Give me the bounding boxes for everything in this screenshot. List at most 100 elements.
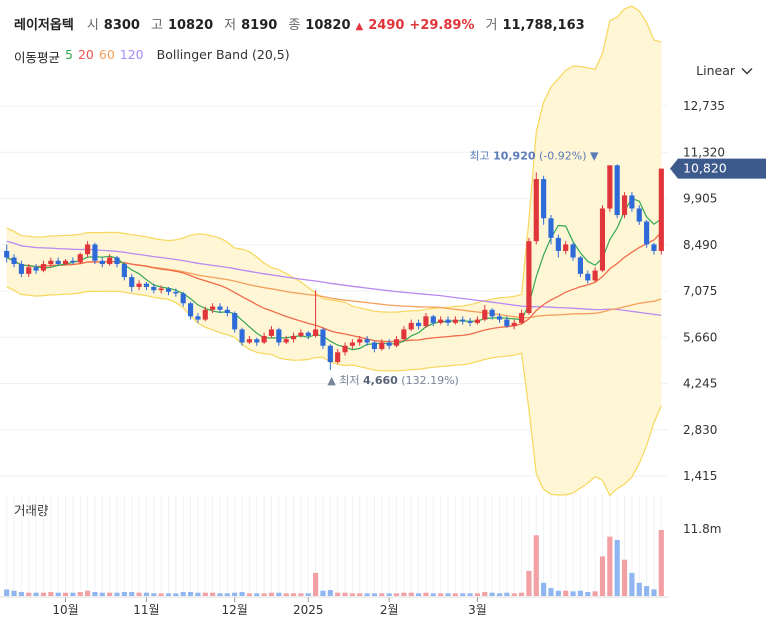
candle-body[interactable] [438, 319, 444, 323]
candle-body[interactable] [349, 342, 355, 346]
volume-bar[interactable] [48, 592, 54, 596]
volume-bar[interactable] [482, 592, 488, 596]
candle-body[interactable] [114, 257, 120, 265]
candle-body[interactable] [658, 168, 664, 251]
volume-bar[interactable] [210, 592, 216, 596]
candle-body[interactable] [401, 329, 407, 340]
candle-body[interactable] [77, 254, 83, 263]
candle-body[interactable] [4, 250, 10, 258]
candle-body[interactable] [408, 322, 414, 330]
candle-body[interactable] [651, 244, 657, 251]
volume-bar[interactable] [592, 591, 598, 596]
candle-body[interactable] [548, 218, 554, 238]
volume-bar[interactable] [114, 592, 120, 596]
volume-bar[interactable] [393, 593, 400, 596]
candle-body[interactable] [107, 257, 113, 265]
candle-body[interactable] [570, 244, 576, 258]
volume-bar[interactable] [563, 590, 569, 596]
candle-body[interactable] [313, 329, 319, 336]
candle-body[interactable] [364, 339, 370, 343]
candle-body[interactable] [195, 316, 201, 320]
candle-body[interactable] [526, 241, 532, 314]
candle-body[interactable] [48, 260, 54, 265]
candle-body[interactable] [482, 309, 488, 320]
volume-bar[interactable] [224, 593, 230, 596]
candle-body[interactable] [511, 322, 517, 327]
volume-bar[interactable] [371, 593, 378, 596]
candle-body[interactable] [474, 319, 481, 323]
volume-bar[interactable] [452, 593, 458, 596]
volume-bar[interactable] [533, 535, 539, 596]
volume-bar[interactable] [658, 530, 664, 596]
volume-bar[interactable] [555, 590, 561, 596]
volume-bar[interactable] [496, 593, 503, 596]
candle-body[interactable] [599, 208, 606, 271]
volume-bar[interactable] [460, 593, 466, 596]
candle-body[interactable] [239, 329, 245, 343]
volume-bar[interactable] [195, 592, 201, 596]
candle-body[interactable] [210, 306, 216, 310]
volume-bar[interactable] [305, 593, 311, 596]
volume-bar[interactable] [92, 592, 98, 596]
volume-bar[interactable] [62, 592, 69, 596]
volume-bar[interactable] [629, 572, 635, 596]
candle-body[interactable] [246, 339, 252, 343]
candle-body[interactable] [268, 329, 275, 336]
candle-body[interactable] [452, 319, 458, 323]
candle-body[interactable] [18, 264, 24, 274]
volume-bar[interactable] [40, 592, 47, 596]
volume-bar[interactable] [438, 593, 444, 596]
volume-bar[interactable] [445, 593, 451, 596]
volume-bar[interactable] [401, 592, 407, 596]
candle-body[interactable] [607, 165, 613, 209]
candle-body[interactable] [92, 244, 98, 261]
candle-body[interactable] [261, 335, 267, 343]
volume-bar[interactable] [129, 592, 135, 596]
candle-body[interactable] [187, 303, 194, 317]
candle-body[interactable] [151, 286, 157, 291]
candle-body[interactable] [290, 335, 297, 340]
candle-body[interactable] [85, 244, 91, 255]
candle-body[interactable] [33, 267, 39, 271]
candle-body[interactable] [467, 321, 473, 323]
volume-bar[interactable] [526, 570, 532, 596]
candle-body[interactable] [136, 283, 142, 287]
volume-bar[interactable] [541, 582, 547, 596]
candle-body[interactable] [386, 342, 392, 346]
volume-bar[interactable] [349, 593, 355, 596]
candle-body[interactable] [592, 270, 598, 281]
candle-body[interactable] [577, 257, 583, 274]
volume-bar[interactable] [408, 592, 414, 596]
volume-bar[interactable] [261, 593, 267, 596]
volume-bar[interactable] [614, 539, 620, 596]
candle-body[interactable] [320, 329, 326, 346]
scale-dropdown[interactable]: Linear [696, 63, 753, 78]
volume-bar[interactable] [173, 593, 179, 596]
candle-body[interactable] [371, 342, 378, 350]
volume-bar[interactable] [239, 592, 245, 596]
volume-bar[interactable] [504, 592, 510, 596]
candle-body[interactable] [129, 277, 135, 287]
candle-body[interactable] [26, 267, 32, 274]
candle-body[interactable] [636, 208, 642, 222]
volume-bar[interactable] [276, 592, 282, 596]
candle-body[interactable] [533, 179, 539, 242]
volume-bar[interactable] [518, 592, 525, 596]
candle-body[interactable] [614, 165, 620, 216]
candle-body[interactable] [357, 339, 363, 343]
bollinger-legend[interactable]: Bollinger Band (20,5) [156, 47, 290, 62]
candle-body[interactable] [62, 260, 69, 265]
volume-bar[interactable] [202, 592, 208, 596]
candle-body[interactable] [254, 339, 260, 343]
volume-bar[interactable] [99, 592, 105, 596]
candle-body[interactable] [11, 257, 17, 265]
volume-bar[interactable] [599, 556, 606, 596]
candle-body[interactable] [423, 316, 429, 327]
candle-body[interactable] [327, 345, 333, 363]
candle-body[interactable] [335, 352, 341, 363]
candle-body[interactable] [70, 260, 76, 263]
volume-bar[interactable] [467, 593, 473, 596]
volume-bar[interactable] [386, 593, 392, 596]
candle-body[interactable] [563, 244, 569, 251]
candle-body[interactable] [202, 309, 208, 320]
